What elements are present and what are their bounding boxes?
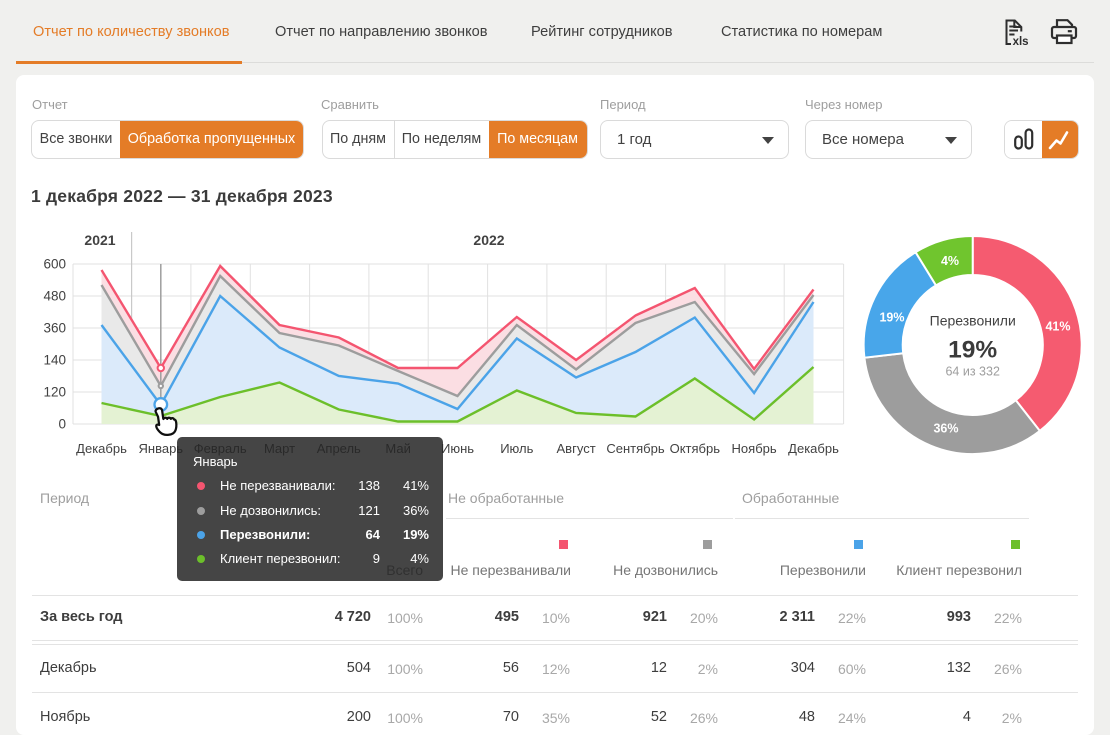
svg-text:36%: 36% — [933, 422, 958, 436]
svg-text:120: 120 — [43, 385, 66, 400]
svg-text:140: 140 — [43, 353, 66, 368]
svg-text:4%: 4% — [941, 254, 959, 268]
svg-text:Январь: Январь — [139, 441, 184, 456]
svg-text:Октябрь: Октябрь — [670, 441, 721, 456]
svg-text:41%: 41% — [1045, 320, 1070, 334]
svg-text:19%: 19% — [879, 311, 904, 325]
svg-text:Август: Август — [557, 441, 596, 456]
svg-text:64 из 332: 64 из 332 — [945, 365, 999, 379]
svg-text:19%: 19% — [948, 337, 997, 364]
svg-text:Декабрь: Декабрь — [788, 441, 839, 456]
svg-text:Перезвонили: Перезвонили — [930, 313, 1016, 329]
svg-text:Июнь: Июнь — [441, 441, 474, 456]
svg-text:480: 480 — [43, 289, 66, 304]
svg-text:360: 360 — [43, 321, 66, 336]
svg-text:2021: 2021 — [84, 232, 115, 248]
svg-text:0: 0 — [58, 417, 66, 432]
svg-text:2022: 2022 — [473, 232, 504, 248]
svg-text:xls: xls — [1013, 36, 1029, 46]
svg-text:Декабрь: Декабрь — [76, 441, 127, 456]
svg-text:600: 600 — [43, 257, 66, 272]
svg-text:Сентябрь: Сентябрь — [606, 441, 664, 456]
svg-text:Ноябрь: Ноябрь — [732, 441, 777, 456]
svg-text:Июль: Июль — [500, 441, 533, 456]
